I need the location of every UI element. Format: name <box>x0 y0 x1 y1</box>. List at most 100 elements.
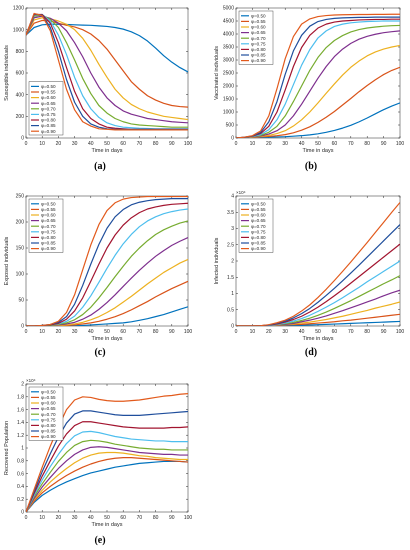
legend-label-a: φ=0.70 <box>41 106 56 111</box>
legend-label-e: φ=0.90 <box>41 434 56 439</box>
y-tick-label-c: 50 <box>18 298 24 304</box>
legend-label-c: φ=0.90 <box>41 246 56 251</box>
series-group-c <box>26 196 188 326</box>
legend-label-a: φ=0.85 <box>41 123 56 128</box>
x-tick-label-a: 90 <box>169 141 175 147</box>
x-tick-label-d: 90 <box>381 329 387 335</box>
y-tick-label-d: 3 <box>231 226 234 232</box>
y-tick-label-e: 2 <box>21 382 24 388</box>
x-tick-label-e: 40 <box>88 515 94 521</box>
x-tick-label-d: 80 <box>364 329 370 335</box>
legend-label-e: φ=0.60 <box>41 401 56 406</box>
legend-label-d: φ=0.80 <box>251 235 266 240</box>
x-tick-label-c: 90 <box>169 329 175 335</box>
legend-label-c: φ=0.65 <box>41 218 56 223</box>
x-tick-label-a: 10 <box>39 141 45 147</box>
x-axis-label-c: Time in days <box>92 336 123 342</box>
y-tick-label-c: 250 <box>16 194 25 200</box>
legend-label-c: φ=0.75 <box>41 229 56 234</box>
x-tick-label-e: 70 <box>137 515 143 521</box>
x-tick-label-d: 0 <box>235 329 238 335</box>
legend-label-b: φ=0.50 <box>251 13 266 18</box>
y-tick-label-d: 0.5 <box>227 307 234 313</box>
legend-label-a: φ=0.50 <box>41 84 56 89</box>
x-axis-label-b: Time in days <box>303 148 334 154</box>
x-tick-label-a: 70 <box>137 141 143 147</box>
x-tick-label-b: 100 <box>396 141 405 147</box>
x-tick-label-e: 80 <box>153 515 159 521</box>
legend-label-d: φ=0.90 <box>251 246 266 251</box>
y-exponent-label-e: ×10⁴ <box>26 378 36 383</box>
legend-label-c: φ=0.70 <box>41 224 56 229</box>
y-tick-label-b: 4500 <box>223 19 234 25</box>
y-tick-label-a: 200 <box>16 114 25 120</box>
legend-label-b: φ=0.55 <box>251 19 266 24</box>
y-tick-label-d: 0 <box>231 324 234 330</box>
chart-b: 0 10 20 30 40 50 60 70 80 90 100050010001500200025… <box>214 6 404 154</box>
series-line-e-6 <box>26 421 188 512</box>
x-tick-label-d: 30 <box>282 329 288 335</box>
legend-label-a: φ=0.55 <box>41 90 56 95</box>
chart-d: 0 10 20 30 40 50 60 70 80 90 100 0 0.5 1 1.5 2 2.5 3 3.5 4 T… <box>214 190 404 342</box>
x-tick-label-a: 40 <box>88 141 94 147</box>
x-tick-label-b: 40 <box>299 141 305 147</box>
y-tick-label-e: 1 <box>21 446 24 452</box>
x-tick-label-e: 60 <box>120 515 126 521</box>
y-tick-label-e: 1.2 <box>17 433 24 439</box>
series-line-e-0 <box>26 460 188 512</box>
y-tick-label-d: 3.5 <box>227 210 234 216</box>
legend-label-d: φ=0.85 <box>251 241 266 246</box>
series-line-b-1 <box>236 66 400 138</box>
legend-label-e: φ=0.55 <box>41 395 56 400</box>
chart-e: 0 10 20 30 40 50 60 70 80 90 100 0 0.2 0.4 0.6 0.8 1 1.2 1… <box>4 378 192 528</box>
y-tick-label-d: 2.5 <box>227 242 234 248</box>
series-line-e-5 <box>26 430 188 512</box>
series-line-d-0 <box>236 320 400 326</box>
y-tick-label-b: 2500 <box>223 71 234 77</box>
x-tick-label-b: 90 <box>381 141 387 147</box>
y-axis-label-b: Vaccinated individuals <box>214 46 220 100</box>
x-axis-label-a: Time in days <box>92 148 123 154</box>
y-axis-label-a: Susceptible individuals <box>4 45 10 101</box>
x-tick-label-c: 10 <box>39 329 45 335</box>
series-line-b-6 <box>236 18 400 138</box>
x-tick-label-c: 20 <box>56 329 62 335</box>
legend-label-c: φ=0.85 <box>41 241 56 246</box>
series-line-b-7 <box>236 16 400 138</box>
y-tick-label-d: 4 <box>231 194 234 200</box>
x-tick-label-d: 60 <box>332 329 338 335</box>
y-tick-label-b: 0 <box>231 136 234 142</box>
series-line-a-0 <box>26 23 188 73</box>
caption-b: (b) <box>304 161 318 172</box>
series-line-c-6 <box>26 202 188 326</box>
x-tick-label-c: 80 <box>153 329 159 335</box>
y-tick-label-d: 1.5 <box>227 275 234 281</box>
legend-label-b: φ=0.65 <box>251 30 266 35</box>
legend-label-a: φ=0.90 <box>41 129 56 134</box>
series-group-e <box>26 393 188 512</box>
x-tick-label-c: 70 <box>137 329 143 335</box>
y-axis-label-e: Recovered Population <box>4 421 10 475</box>
y-tick-label-e: 1.4 <box>17 420 24 426</box>
y-tick-label-d: 1 <box>231 291 234 297</box>
legend-label-a: φ=0.80 <box>41 118 56 123</box>
y-tick-label-c: 0 <box>21 324 24 330</box>
legend-d: φ=0.50φ=0.55φ=0.60φ=0.65φ=0.70φ=0.75φ=0.… <box>238 198 274 253</box>
legend-label-a: φ=0.60 <box>41 95 56 100</box>
legend-label-e: φ=0.65 <box>41 406 56 411</box>
x-tick-label-a: 20 <box>56 141 62 147</box>
series-line-e-1 <box>26 457 188 512</box>
series-group-b <box>236 13 400 138</box>
x-tick-label-c: 30 <box>72 329 78 335</box>
x-tick-label-b: 0 <box>235 141 238 147</box>
y-tick-label-b: 2000 <box>223 84 234 90</box>
y-tick-label-e: 0.6 <box>17 471 24 477</box>
series-group-d <box>236 202 400 326</box>
series-line-b-5 <box>236 20 400 138</box>
x-tick-label-d: 100 <box>396 329 405 335</box>
y-tick-label-e: 1.6 <box>17 407 24 413</box>
y-axis-label-c: Exposed individuals <box>4 236 10 285</box>
y-tick-label-e: 0.8 <box>17 459 24 465</box>
series-line-a-8 <box>26 12 188 131</box>
series-line-b-3 <box>236 30 400 138</box>
